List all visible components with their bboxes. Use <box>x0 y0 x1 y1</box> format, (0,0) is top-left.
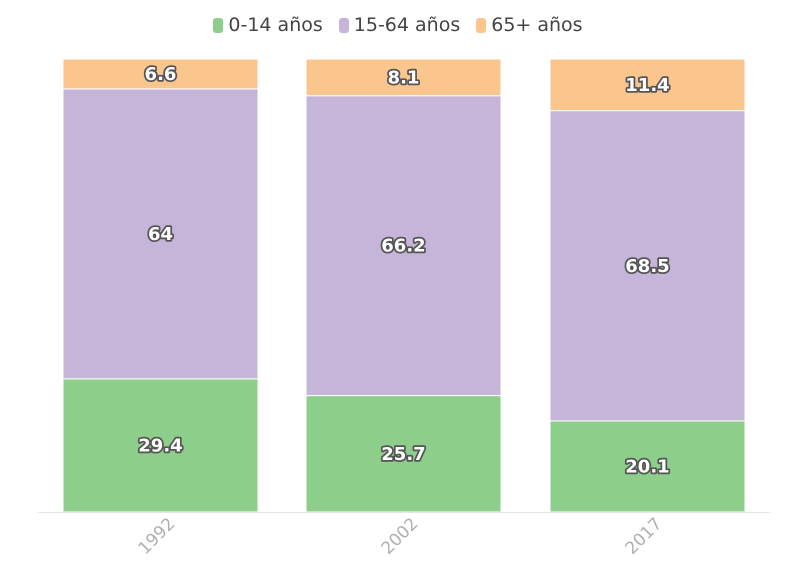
value-label-2002-series-1: 66.2 <box>381 236 425 257</box>
x-tick-label-1992: 1992 <box>135 514 180 559</box>
x-tick-label-2017: 2017 <box>622 514 667 559</box>
value-label-1992-series-2: 6.6 <box>145 64 177 85</box>
legend-item-65-plus[interactable]: 65+ años <box>476 14 583 36</box>
value-label-2017-series-1: 68.5 <box>625 256 669 277</box>
x-tick-label-2002: 2002 <box>378 514 423 559</box>
legend-item-0-14[interactable]: 0-14 años <box>213 14 323 36</box>
bar-2017-series-1[interactable] <box>549 110 746 422</box>
bar-1992-series-2[interactable] <box>62 58 259 90</box>
value-label-1992-series-0: 29.4 <box>138 435 182 456</box>
bar-2002-series-2[interactable] <box>305 58 502 97</box>
legend: 0-14 años 15-64 años 65+ años <box>0 14 796 36</box>
legend-swatch-15-64 <box>338 17 349 33</box>
legend-swatch-0-14 <box>213 17 224 33</box>
bar-2017-series-2[interactable] <box>549 58 746 112</box>
value-label-2002-series-0: 25.7 <box>381 444 425 465</box>
legend-item-15-64[interactable]: 15-64 años <box>338 14 461 36</box>
value-label-2017-series-0: 20.1 <box>625 456 669 477</box>
bar-2002-series-1[interactable] <box>305 95 502 397</box>
bars-group <box>62 58 746 513</box>
legend-label-65-plus: 65+ años <box>491 14 583 36</box>
bar-2017-series-0[interactable] <box>549 420 746 513</box>
value-labels-group: 29.4 64 6.6 25.7 66.2 8.1 20.1 68.5 11.4 <box>137 62 672 479</box>
x-tick-labels-group: 1992 2002 2017 <box>135 514 667 559</box>
legend-swatch-65-plus <box>476 17 487 33</box>
legend-label-0-14: 0-14 años <box>228 14 323 36</box>
bar-1992-series-1[interactable] <box>62 88 259 380</box>
value-label-1992-series-1: 64 <box>148 224 173 245</box>
legend-label-15-64: 15-64 años <box>353 14 461 36</box>
value-label-2002-series-2: 8.1 <box>388 67 420 88</box>
value-label-2017-series-2: 11.4 <box>625 75 669 96</box>
